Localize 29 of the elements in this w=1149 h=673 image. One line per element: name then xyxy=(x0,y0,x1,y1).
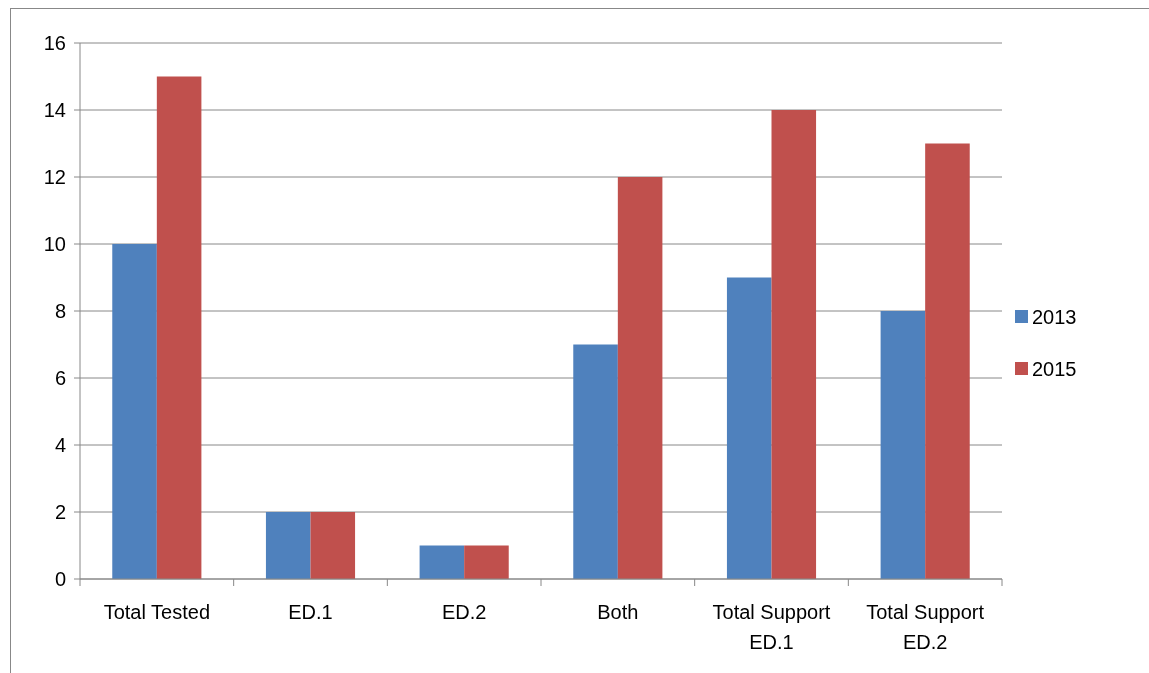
y-tick-label: 12 xyxy=(43,166,66,188)
y-tick-label: 6 xyxy=(54,367,66,389)
bar xyxy=(310,512,356,579)
bar xyxy=(112,244,157,579)
legend-label: 2013 xyxy=(1032,306,1077,328)
bar xyxy=(464,545,509,579)
y-tick-label: 10 xyxy=(43,233,66,255)
x-tick-label: ED.1 xyxy=(288,601,333,623)
y-tick-label: 4 xyxy=(54,434,66,456)
bar xyxy=(265,512,311,579)
y-tick-label: 8 xyxy=(54,300,66,322)
x-tick-label: Total Support ED.1 xyxy=(712,601,831,653)
y-tick-label: 2 xyxy=(54,501,66,523)
bar xyxy=(617,177,663,579)
bar xyxy=(925,143,970,579)
bar xyxy=(156,76,202,579)
y-tick-label: 0 xyxy=(54,568,66,590)
bar xyxy=(419,545,465,579)
x-tick-label: Both xyxy=(597,601,639,623)
x-tick-label: ED.2 xyxy=(441,601,487,623)
bar xyxy=(573,344,618,579)
x-tick-label: Total Tested xyxy=(103,601,211,623)
bar xyxy=(880,311,926,579)
y-tick-label: 14 xyxy=(43,99,66,121)
y-tick-label: 16 xyxy=(43,32,66,54)
legend-label: 2015 xyxy=(1032,358,1077,380)
x-tick-label: Total Support ED.2 xyxy=(866,601,985,653)
bar xyxy=(726,277,772,579)
bar xyxy=(771,110,817,579)
